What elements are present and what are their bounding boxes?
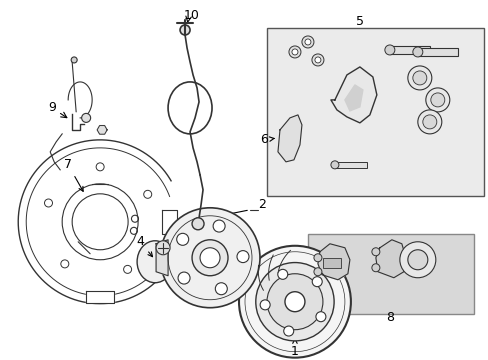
Circle shape <box>160 208 260 308</box>
Polygon shape <box>375 240 405 278</box>
Circle shape <box>311 54 323 66</box>
Circle shape <box>430 93 444 107</box>
Circle shape <box>313 268 321 276</box>
Polygon shape <box>317 244 349 280</box>
Text: 1: 1 <box>290 339 298 358</box>
Circle shape <box>215 283 227 295</box>
Circle shape <box>285 292 305 312</box>
Circle shape <box>255 262 333 341</box>
Circle shape <box>305 39 310 45</box>
Text: 10: 10 <box>184 9 200 22</box>
Bar <box>266 28 483 196</box>
Circle shape <box>291 49 297 55</box>
Circle shape <box>313 254 321 262</box>
Circle shape <box>123 265 131 273</box>
Circle shape <box>417 110 441 134</box>
Circle shape <box>176 233 188 245</box>
Text: 9: 9 <box>48 102 56 114</box>
Circle shape <box>384 45 394 55</box>
Text: 5: 5 <box>355 15 363 28</box>
Circle shape <box>412 71 426 85</box>
Circle shape <box>237 251 248 262</box>
Circle shape <box>283 326 293 336</box>
Polygon shape <box>344 85 362 111</box>
Circle shape <box>178 272 190 284</box>
Ellipse shape <box>137 241 173 283</box>
Circle shape <box>277 269 287 279</box>
Circle shape <box>61 260 69 268</box>
Circle shape <box>156 241 170 255</box>
Circle shape <box>425 88 449 112</box>
Circle shape <box>422 115 436 129</box>
Circle shape <box>407 250 427 270</box>
Circle shape <box>200 248 220 268</box>
Text: 3: 3 <box>176 241 248 254</box>
Circle shape <box>399 242 435 278</box>
Polygon shape <box>97 126 107 134</box>
Circle shape <box>192 240 227 276</box>
Bar <box>417 48 457 56</box>
Circle shape <box>314 57 320 63</box>
Circle shape <box>180 25 190 35</box>
Circle shape <box>239 246 350 358</box>
Circle shape <box>371 264 379 272</box>
Text: 2: 2 <box>258 198 265 211</box>
Circle shape <box>192 218 203 230</box>
Bar <box>307 234 473 314</box>
Bar <box>334 162 366 168</box>
Circle shape <box>371 248 379 256</box>
Polygon shape <box>330 67 376 123</box>
Text: 8: 8 <box>385 311 393 324</box>
Text: 7: 7 <box>64 158 83 191</box>
Circle shape <box>260 300 269 310</box>
Circle shape <box>301 36 313 48</box>
Circle shape <box>266 274 322 330</box>
Text: 6: 6 <box>260 133 274 147</box>
Circle shape <box>315 312 325 322</box>
Text: 4: 4 <box>136 235 152 257</box>
Circle shape <box>407 66 431 90</box>
Circle shape <box>312 277 322 287</box>
Circle shape <box>96 163 104 171</box>
Polygon shape <box>86 292 114 303</box>
Polygon shape <box>277 115 301 162</box>
Polygon shape <box>161 210 176 234</box>
Bar <box>389 46 429 54</box>
Circle shape <box>288 46 300 58</box>
Bar <box>322 258 340 268</box>
Circle shape <box>330 161 338 169</box>
Circle shape <box>213 220 224 232</box>
Polygon shape <box>156 240 168 276</box>
Circle shape <box>81 113 90 122</box>
Circle shape <box>143 190 151 198</box>
Circle shape <box>412 47 422 57</box>
Circle shape <box>44 199 52 207</box>
Circle shape <box>71 57 77 63</box>
